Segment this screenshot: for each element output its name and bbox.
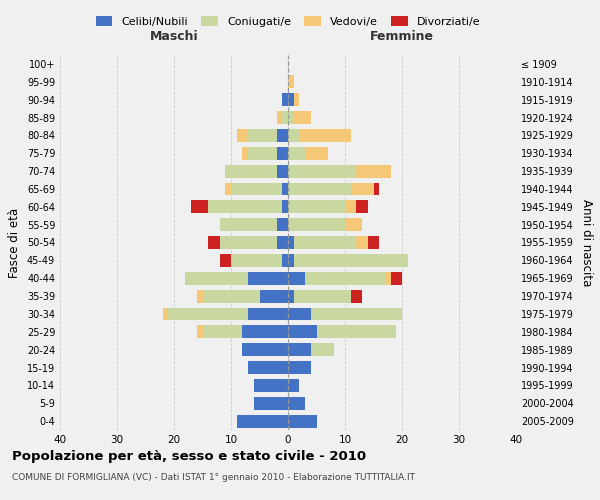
Bar [248,272,288,284]
Bar [311,343,334,356]
Bar [288,414,317,428]
Text: COMUNE DI FORMIGLIANA (VC) - Dati ISTAT 1° gennaio 2010 - Elaborazione TUTTITALI: COMUNE DI FORMIGLIANA (VC) - Dati ISTAT … [12,472,415,482]
Bar [288,236,294,249]
Bar [185,272,248,284]
Bar [288,379,299,392]
Bar [350,290,362,302]
Bar [277,236,288,249]
Bar [305,272,385,284]
Bar [163,308,168,320]
Bar [294,236,356,249]
Bar [226,164,277,177]
Bar [231,254,283,267]
Bar [277,218,288,231]
Y-axis label: Anni di nascita: Anni di nascita [580,199,593,286]
Bar [345,200,356,213]
Bar [385,272,391,284]
Bar [356,236,368,249]
Bar [236,129,248,142]
Bar [203,290,260,302]
Bar [288,272,305,284]
Bar [288,397,305,409]
Bar [220,236,277,249]
Bar [254,397,288,409]
Bar [248,147,277,160]
Bar [197,326,203,338]
Bar [283,200,288,213]
Bar [220,218,277,231]
Bar [294,254,408,267]
Text: Maschi: Maschi [149,30,199,43]
Text: Popolazione per età, sesso e stato civile - 2010: Popolazione per età, sesso e stato civil… [12,450,366,463]
Bar [294,290,350,302]
Bar [345,218,362,231]
Bar [288,164,356,177]
Bar [288,147,305,160]
Bar [208,200,283,213]
Bar [305,147,328,160]
Bar [288,254,294,267]
Text: Femmine: Femmine [370,30,434,43]
Bar [288,290,294,302]
Bar [242,326,288,338]
Bar [208,236,220,249]
Bar [191,200,208,213]
Bar [288,326,317,338]
Bar [283,182,288,196]
Bar [248,308,288,320]
Bar [299,129,350,142]
Bar [277,164,288,177]
Y-axis label: Fasce di età: Fasce di età [8,208,21,278]
Bar [168,308,248,320]
Bar [294,111,311,124]
Bar [391,272,402,284]
Bar [231,182,283,196]
Bar [350,182,373,196]
Bar [283,93,288,106]
Bar [226,182,231,196]
Bar [288,182,350,196]
Bar [288,111,294,124]
Bar [254,379,288,392]
Bar [242,147,248,160]
Bar [260,290,288,302]
Bar [288,361,311,374]
Bar [311,308,402,320]
Bar [356,164,391,177]
Bar [288,76,294,88]
Bar [288,129,299,142]
Bar [277,129,288,142]
Bar [368,236,379,249]
Bar [288,308,311,320]
Bar [283,254,288,267]
Bar [288,200,345,213]
Bar [220,254,231,267]
Bar [288,93,294,106]
Bar [356,200,368,213]
Bar [197,290,203,302]
Bar [288,218,345,231]
Bar [283,111,288,124]
Bar [242,343,288,356]
Bar [203,326,242,338]
Bar [277,147,288,160]
Bar [288,343,311,356]
Bar [294,93,299,106]
Bar [277,111,283,124]
Bar [248,361,288,374]
Bar [248,129,277,142]
Bar [317,326,397,338]
Bar [236,414,288,428]
Bar [373,182,379,196]
Legend: Celibi/Nubili, Coniugati/e, Vedovi/e, Divorziati/e: Celibi/Nubili, Coniugati/e, Vedovi/e, Di… [96,16,480,27]
